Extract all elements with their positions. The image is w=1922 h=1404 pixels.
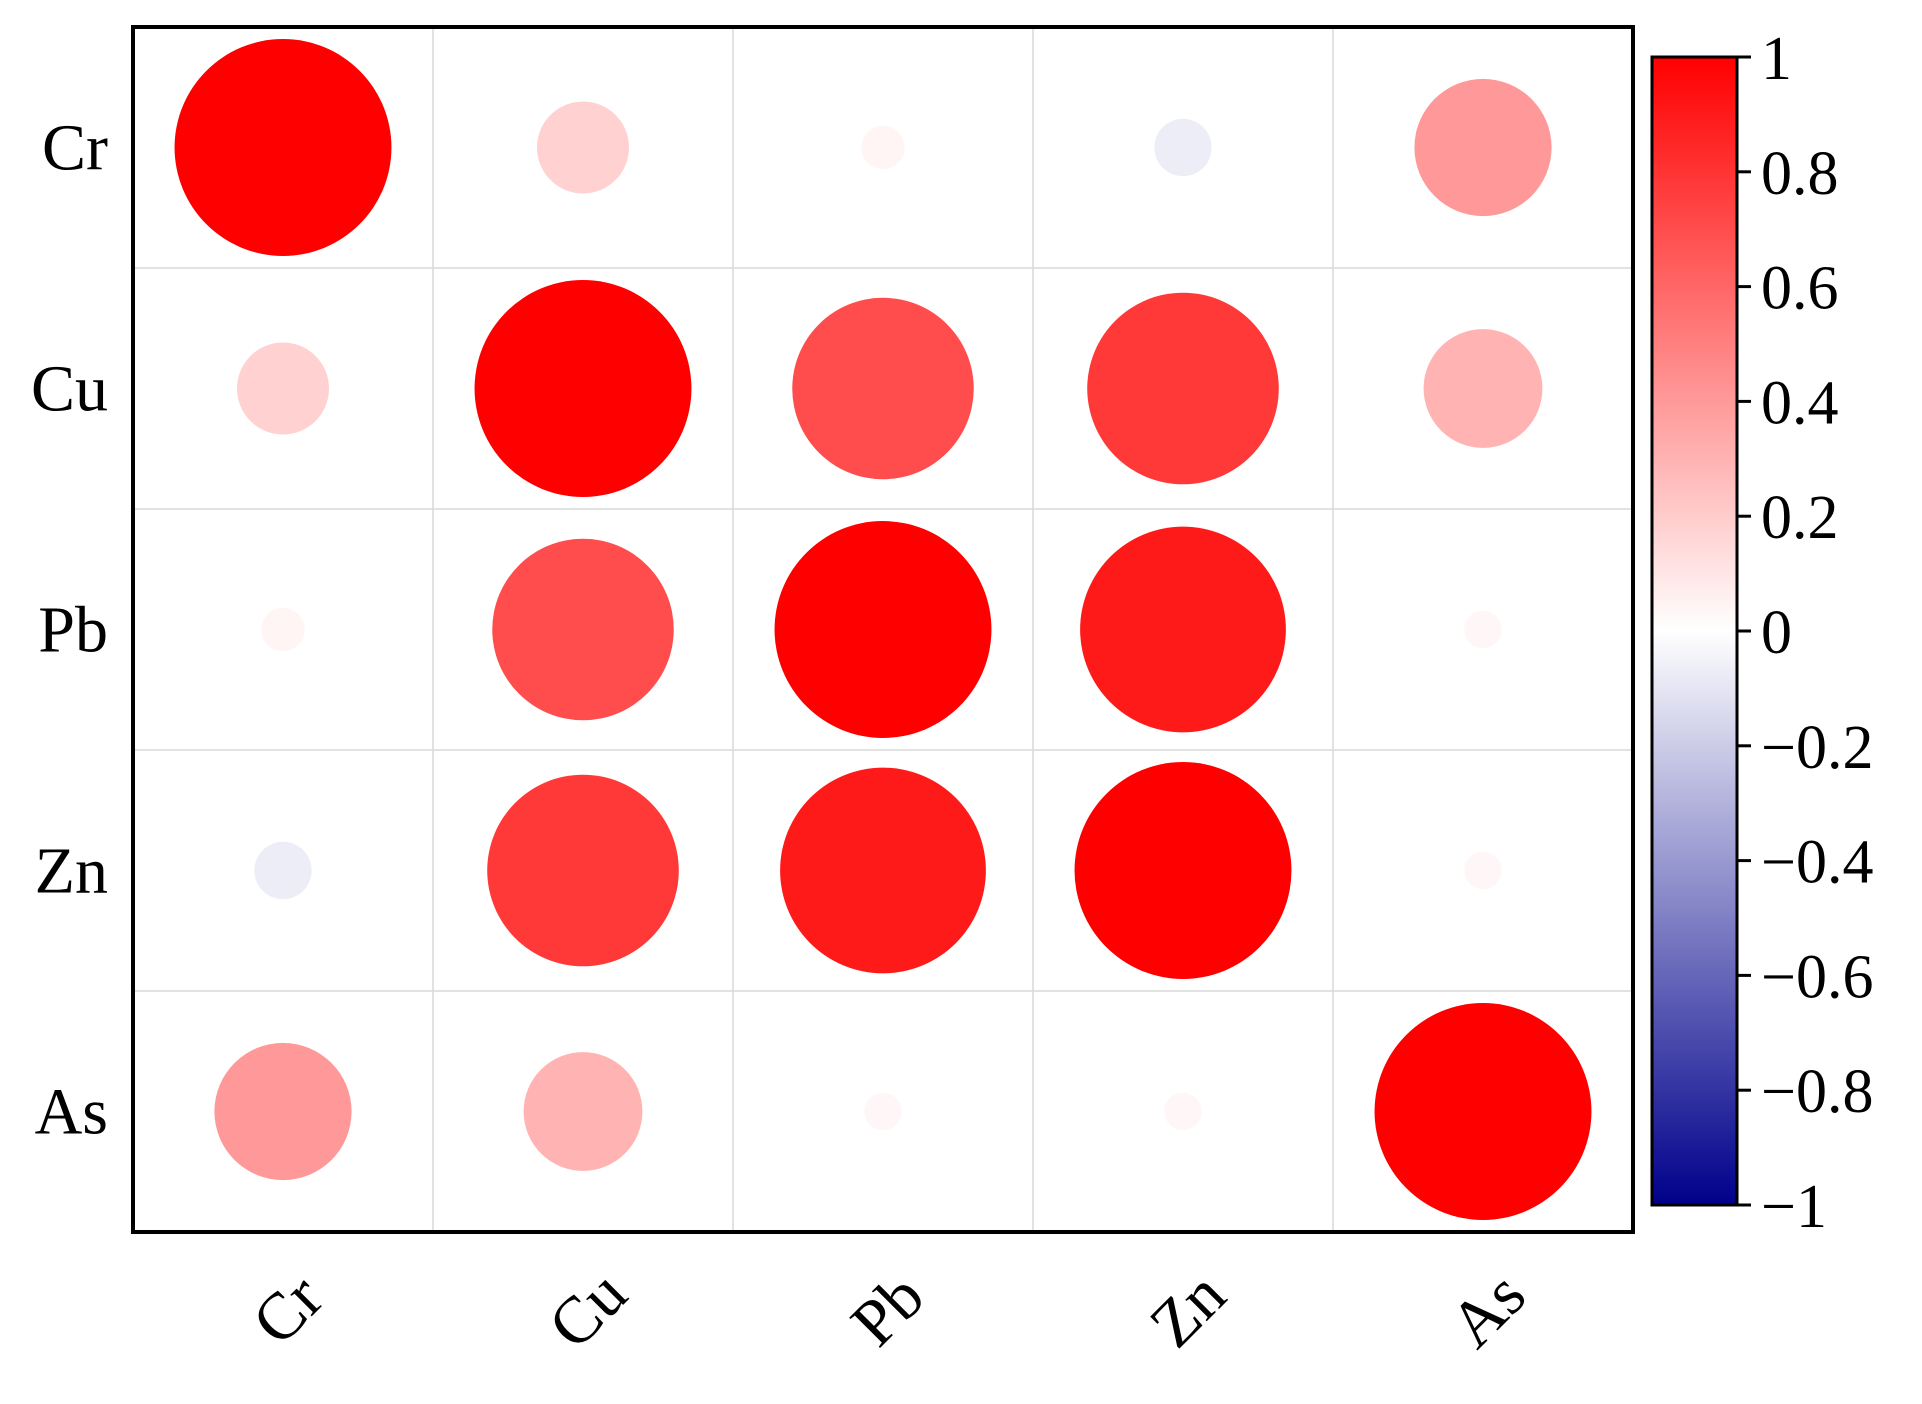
colorbar-tick-label: 0.8	[1761, 140, 1839, 208]
correlation-circle-cu-as	[1423, 329, 1543, 448]
y-tick-label-zn: Zn	[35, 835, 108, 908]
correlation-circle-as-pb	[864, 1092, 902, 1131]
y-tick-label-cu: Cu	[31, 353, 108, 426]
colorbar-tick-label: −0.4	[1761, 829, 1873, 897]
x-tick-label-cu: Cu	[535, 1257, 641, 1363]
colorbar-tick-label: −0.8	[1761, 1058, 1873, 1126]
correlation-circle-pb-cr	[261, 607, 305, 652]
y-tick-label-pb: Pb	[38, 594, 108, 667]
x-tick-label-as: As	[1436, 1258, 1539, 1361]
correlation-circle-pb-zn	[1080, 526, 1286, 733]
x-tick-label-cr: Cr	[239, 1261, 337, 1359]
colorbar-tick-label: −1	[1761, 1173, 1827, 1241]
x-tick-label-zn: Zn	[1136, 1258, 1239, 1361]
y-tick-label-as: As	[35, 1076, 108, 1149]
colorbar-tick-label: −0.2	[1761, 714, 1873, 782]
colorbar-tick-label: 0.6	[1761, 255, 1839, 323]
correlation-circle-pb-pb	[774, 521, 992, 738]
correlation-circle-cu-cu	[474, 280, 692, 497]
colorbar-tick-label: −0.6	[1761, 943, 1873, 1011]
colorbar-ticks: 1 0.8 0.6 0.4 0.2 0 −0.2 −0.4 −0.6 −0.8 −1	[1737, 25, 1873, 1241]
colorbar-tick-label: 0	[1761, 599, 1792, 667]
correlation-circle-cu-zn	[1087, 292, 1279, 485]
correlation-circle-zn-cr	[254, 841, 312, 900]
correlation-circles	[174, 39, 1592, 1220]
correlation-circle-zn-pb	[780, 767, 986, 974]
correlation-circle-as-cu	[523, 1052, 643, 1171]
correlation-circle-cu-pb	[792, 297, 974, 480]
correlation-circle-as-as	[1374, 1003, 1592, 1220]
correlation-circle-cr-cr	[174, 39, 392, 256]
correlation-circle-as-zn	[1164, 1092, 1202, 1131]
x-axis-tick-labels: Cr Cu Pb Zn As	[239, 1257, 1540, 1363]
correlation-circle-as-cr	[214, 1042, 352, 1181]
colorbar: 1 0.8 0.6 0.4 0.2 0 −0.2 −0.4 −0.6 −0.8 −1	[1650, 25, 1873, 1241]
correlation-circle-zn-cu	[487, 774, 679, 967]
correlation-circle-cr-zn	[1154, 118, 1212, 177]
colorbar-gradient	[1650, 55, 1739, 1207]
x-tick-label-pb: Pb	[837, 1259, 938, 1360]
y-tick-label-cr: Cr	[42, 112, 108, 185]
plot-frame	[131, 25, 1635, 1234]
correlation-circle-pb-as	[1464, 610, 1502, 649]
correlation-circle-cr-as	[1414, 78, 1552, 217]
colorbar-tick-label: 0.4	[1761, 369, 1839, 437]
grid-lines	[133, 27, 1633, 1232]
correlation-circle-zn-zn	[1074, 762, 1292, 979]
correlation-circle-zn-as	[1464, 851, 1502, 890]
colorbar-tick-label: 0.2	[1761, 484, 1839, 552]
y-axis-tick-labels: Cr Cu Pb Zn As	[31, 112, 108, 1149]
correlation-circle-pb-cu	[492, 538, 674, 721]
correlation-circle-cr-cu	[536, 101, 630, 194]
correlation-circle-cu-cr	[236, 342, 330, 435]
correlation-circle-cr-pb	[861, 125, 905, 170]
colorbar-tick-label: 1	[1761, 25, 1792, 93]
